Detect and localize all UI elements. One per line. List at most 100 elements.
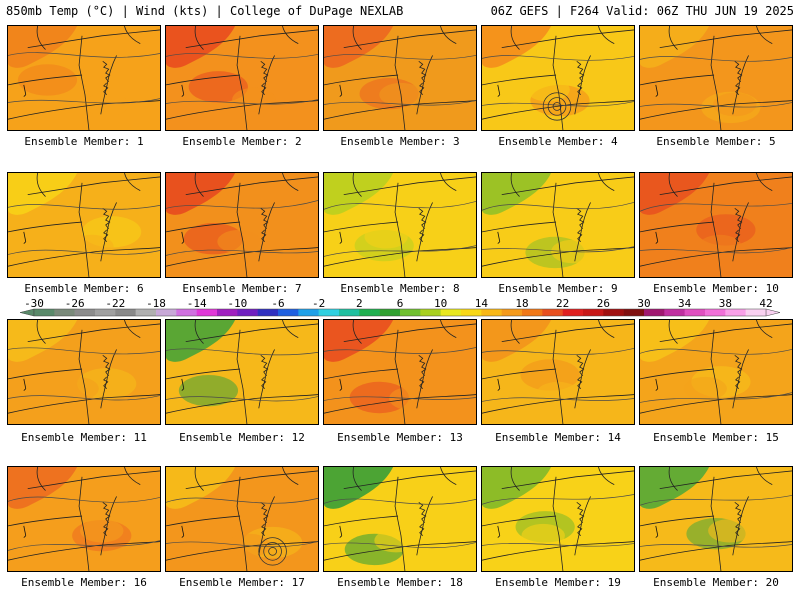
ensemble-member-map	[165, 25, 319, 131]
colorbar-tick-label: -2	[312, 297, 325, 310]
chart-title: 850mb Temp (°C) | Wind (kts) | College o…	[6, 4, 404, 18]
ensemble-member-label: Ensemble Member: 15	[653, 431, 779, 444]
low-pressure-center	[258, 537, 287, 566]
colorbar-swatch	[725, 309, 746, 316]
ensemble-member-label: Ensemble Member: 10	[653, 282, 779, 295]
colorbar-swatch	[440, 309, 462, 316]
temperature-feature	[482, 320, 552, 362]
colorbar-swatch	[623, 309, 645, 316]
ensemble-member-label: Ensemble Member: 3	[340, 135, 460, 148]
colorbar-swatch	[318, 309, 340, 316]
colorbar-swatch	[481, 309, 502, 316]
colorbar-swatch	[501, 309, 523, 316]
colorbar-frame	[33, 308, 767, 317]
ensemble-member-map	[165, 319, 319, 425]
temperature-feature	[166, 26, 236, 68]
colorbar-swatch	[664, 309, 685, 316]
ensemble-member-label: Ensemble Member: 18	[337, 576, 463, 589]
temperature-colorbar: -30 -26 -22 -18 -14 -10 -6 -2 2 6 10 14 18 22 26 30 34 38…	[19, 297, 781, 317]
temperature-feature	[8, 173, 78, 215]
colorbar-tick-label: 2	[356, 297, 363, 310]
ensemble-member-label: Ensemble Member: 14	[495, 431, 621, 444]
colorbar-swatch	[583, 309, 604, 316]
ensemble-member-label: Ensemble Member: 13	[337, 431, 463, 444]
temperature-feature	[482, 26, 552, 68]
temperature-feature	[8, 467, 78, 509]
colorbar-swatch	[420, 309, 441, 316]
temperature-feature	[8, 26, 78, 68]
colorbar-tick-label: 42	[759, 297, 772, 310]
temperature-feature	[166, 320, 236, 362]
colorbar-swatch	[644, 309, 665, 316]
colorbar-tick-label: 30	[637, 297, 650, 310]
temperature-feature	[178, 374, 239, 407]
colorbar-high-arrow	[765, 308, 781, 317]
colorbar-swatch	[217, 309, 238, 316]
ensemble-member-map	[481, 466, 635, 572]
ensemble-member-map	[165, 172, 319, 278]
colorbar-swatch	[705, 309, 726, 316]
ensemble-member-map	[639, 25, 793, 131]
temperature-feature	[482, 467, 552, 509]
temperature-feature	[640, 173, 710, 215]
ensemble-member-label: Ensemble Member: 7	[182, 282, 302, 295]
ensemble-member-label: Ensemble Member: 6	[24, 282, 144, 295]
colorbar-swatch	[156, 309, 177, 316]
ensemble-member-label: Ensemble Member: 17	[179, 576, 305, 589]
colorbar-swatch	[95, 309, 116, 316]
colorbar-tick-label: -6	[271, 297, 284, 310]
run-valid-time: 06Z GEFS | F264 Valid: 06Z THU JUN 19 20…	[490, 4, 794, 18]
colorbar-tick-label: -26	[65, 297, 85, 310]
ensemble-member-map	[7, 319, 161, 425]
colorbar-tick-label: 38	[719, 297, 732, 310]
colorbar-swatch	[298, 309, 319, 316]
ensemble-member-label: Ensemble Member: 20	[653, 576, 779, 589]
colorbar-swatch	[237, 309, 258, 316]
colorbar-tick-label: 18	[515, 297, 528, 310]
ensemble-member-label: Ensemble Member: 2	[182, 135, 302, 148]
ensemble-member-map	[639, 466, 793, 572]
temperature-feature	[166, 173, 236, 215]
colorbar-swatch	[115, 309, 136, 316]
ensemble-member-map	[639, 319, 793, 425]
colorbar-swatch	[562, 309, 584, 316]
colorbar-swatch	[542, 309, 563, 316]
ensemble-member-map	[481, 172, 635, 278]
ensemble-member-map	[7, 172, 161, 278]
low-pressure-center	[542, 92, 572, 121]
colorbar-swatch	[400, 309, 421, 316]
colorbar-tick-label: 34	[678, 297, 692, 310]
colorbar-swatch	[745, 309, 767, 316]
colorbar-tick-label: 10	[434, 297, 447, 310]
colorbar-tick-label: 26	[597, 297, 610, 310]
colorbar-swatch	[359, 309, 380, 316]
colorbar-swatch	[176, 309, 197, 316]
colorbar-tick-label: 14	[475, 297, 489, 310]
ensemble-member-map	[7, 25, 161, 131]
colorbar-swatch	[684, 309, 706, 316]
ensemble-member-map	[7, 466, 161, 572]
ensemble-member-label: Ensemble Member: 19	[495, 576, 621, 589]
ensemble-member-label: Ensemble Member: 5	[656, 135, 776, 148]
ensemble-member-label: Ensemble Member: 4	[498, 135, 618, 148]
ensemble-member-map	[323, 25, 477, 131]
colorbar-tick-label: 6	[397, 297, 404, 310]
colorbar-swatch	[135, 309, 157, 316]
colorbar-tick-label: -10	[227, 297, 247, 310]
temperature-feature	[324, 320, 394, 362]
ensemble-member-label: Ensemble Member: 1	[24, 135, 144, 148]
temperature-feature	[640, 26, 710, 68]
ensemble-member-map	[323, 466, 477, 572]
ensemble-member-map	[639, 172, 793, 278]
ensemble-member-map	[165, 466, 319, 572]
ensemble-member-label: Ensemble Member: 8	[340, 282, 460, 295]
colorbar-tick-label: -30	[24, 297, 44, 310]
colorbar-swatch	[379, 309, 401, 316]
temperature-feature	[17, 64, 78, 96]
colorbar-swatch	[603, 309, 624, 316]
colorbar-swatch	[461, 309, 482, 316]
colorbar-swatch	[34, 309, 55, 316]
temperature-feature	[482, 173, 552, 215]
colorbar-tick-label: -14	[187, 297, 207, 310]
colorbar-tick-label: -22	[105, 297, 125, 310]
